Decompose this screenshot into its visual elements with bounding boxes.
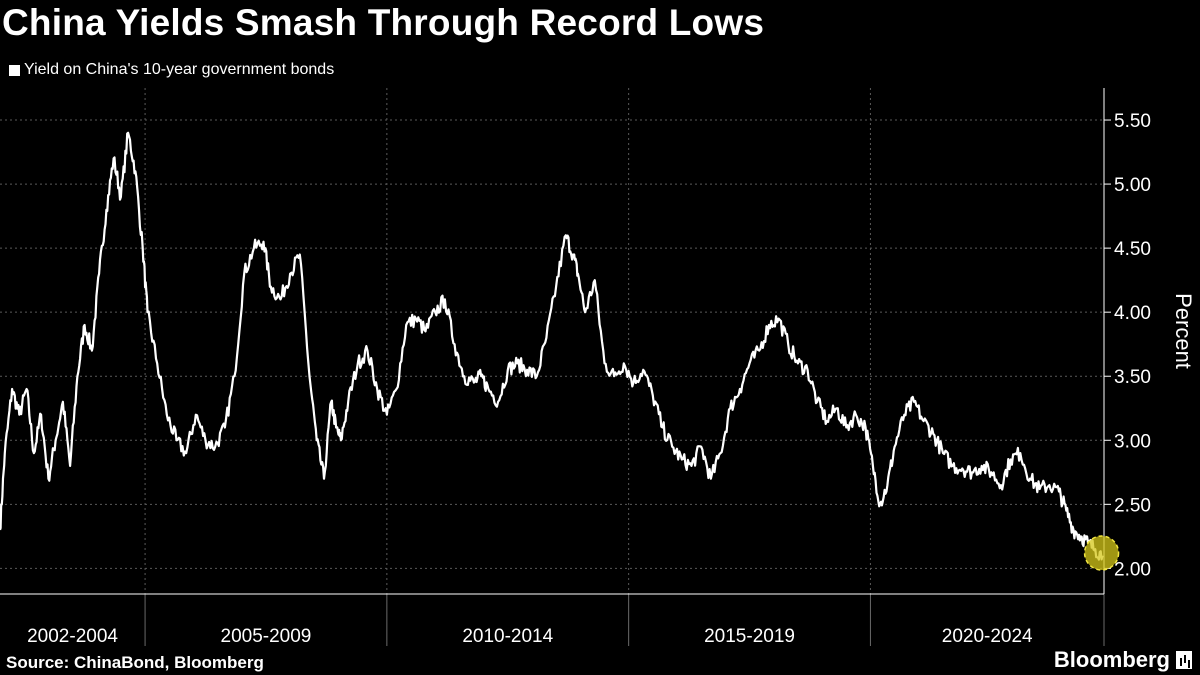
- bloomberg-terminal-icon: [1176, 651, 1192, 669]
- chart-title: China Yields Smash Through Record Lows: [2, 2, 765, 43]
- legend-swatch: [9, 64, 20, 76]
- x-period-label: 2020-2024: [942, 626, 1033, 647]
- series-line-0: [0, 131, 1104, 561]
- legend-label: Yield on China's 10-year government bond…: [24, 61, 335, 78]
- x-period-label: 2010-2014: [462, 626, 553, 647]
- y-tick-label: 3.50: [1114, 367, 1151, 388]
- y-tick-label: 3.00: [1114, 431, 1151, 452]
- brand-name: Bloomberg: [1053, 647, 1170, 672]
- x-period-label: 2005-2009: [221, 626, 312, 647]
- bloomberg-logo: Bloomberg: [1054, 647, 1192, 673]
- x-period-label: 2002-2004: [27, 626, 118, 647]
- y-tick-label: 2.50: [1114, 495, 1151, 516]
- legend: Yield on China's 10-year government bond…: [9, 61, 334, 79]
- record-low-highlight: [1083, 535, 1120, 571]
- y-tick-label: 4.50: [1114, 239, 1151, 260]
- y-axis-title: Percent: [1171, 293, 1196, 369]
- y-tick-label: 4.00: [1114, 303, 1151, 324]
- source-note: Source: ChinaBond, Bloomberg: [6, 653, 264, 672]
- y-tick-label: 5.00: [1114, 175, 1151, 196]
- x-period-label: 2015-2019: [704, 626, 795, 647]
- y-tick-label: 5.50: [1114, 111, 1151, 132]
- y-tick-label: 2.00: [1114, 559, 1151, 580]
